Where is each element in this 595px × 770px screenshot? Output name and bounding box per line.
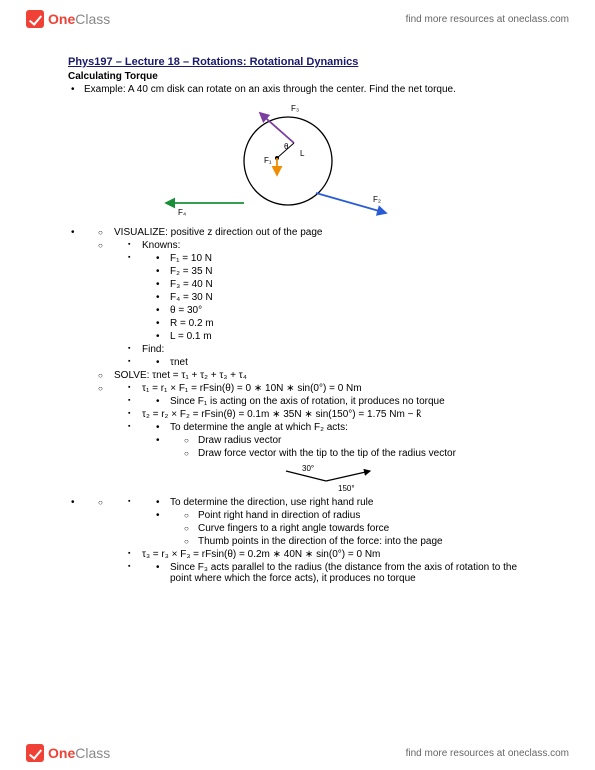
known-l: L = 0.1 m [142,331,527,342]
known-theta: θ = 30° [142,305,527,316]
logo-text: OneClass [48,11,110,27]
knowns-label: Knowns: [114,240,527,251]
l-label: L [300,149,305,158]
tau2-step2: Draw force vector with the tip to the ti… [170,448,527,459]
tau1: τ₁ = r₁ × F₁ = rFsin(θ) = 0 ∗ 10N ∗ sin(… [114,383,527,394]
tau3-note: Since F₃ acts parallel to the radius (th… [142,562,527,584]
page-content: Phys197 – Lecture 18 – Rotations: Rotati… [0,36,595,596]
logo-check-icon [26,10,44,28]
tau2-step1: Draw radius vector [170,435,527,446]
lecture-title: Phys197 – Lecture 18 – Rotations: Rotati… [68,56,527,68]
f2-label: F₂ [373,195,381,204]
angle-diagram: 30° 150° [278,463,398,493]
f3-label: F₃ [291,104,299,113]
f1-label: F₁ [264,156,272,165]
known-f3: F₃ = 40 N [142,279,527,290]
theta-label: θ [284,142,289,151]
footer: OneClass find more resources at oneclass… [0,736,595,770]
known-f2: F₂ = 35 N [142,266,527,277]
footer-logo: OneClass [26,744,110,762]
disk-svg: F₃ θ L F₁ F₂ F₄ [68,101,528,221]
logo: OneClass [26,10,110,28]
rhr-intro: To determine the direction, use right ha… [142,497,527,508]
header-top: OneClass find more resources at oneclass… [0,0,595,36]
footer-link[interactable]: find more resources at oneclass.com [406,748,569,759]
disk-diagram: F₃ θ L F₁ F₂ F₄ [68,101,528,221]
rhr-3: Thumb points in the direction of the for… [170,536,527,547]
rhr-2: Curve fingers to a right angle towards f… [170,523,527,534]
known-r: R = 0.2 m [142,318,527,329]
rhr-1: Point right hand in direction of radius [170,510,527,521]
footer-logo-text: OneClass [48,745,110,761]
footer-logo-icon [26,744,44,762]
header-link[interactable]: find more resources at oneclass.com [406,14,569,25]
tau3: τ₃ = r₃ × F₃ = rFsin(θ) = 0.2m ∗ 40N ∗ s… [114,549,527,560]
find-value: τnet [142,357,527,368]
tau1-note: Since F₁ is acting on the axis of rotati… [142,396,527,407]
angle-30: 30° [302,464,314,473]
f4-label: F₄ [178,208,186,217]
section-subtitle: Calculating Torque [68,71,527,82]
known-f1: F₁ = 10 N [142,253,527,264]
example-text: Example: A 40 cm disk can rotate on an a… [68,84,527,95]
solve-line: SOLVE: τnet = τ₁ + τ₂ + τ₃ + τ₄ [84,370,527,381]
find-label: Find: [114,344,527,355]
tau2-note: To determine the angle at which F₂ acts: [142,422,527,433]
tau2: τ₂ = r₂ × F₂ = rFsin(θ) = 0.1m ∗ 35N ∗ s… [114,409,527,420]
disk-circle [244,117,332,205]
angle-150: 150° [338,484,355,493]
known-f4: F₄ = 30 N [142,292,527,303]
visualize-line: VISUALIZE: positive z direction out of t… [84,227,527,238]
